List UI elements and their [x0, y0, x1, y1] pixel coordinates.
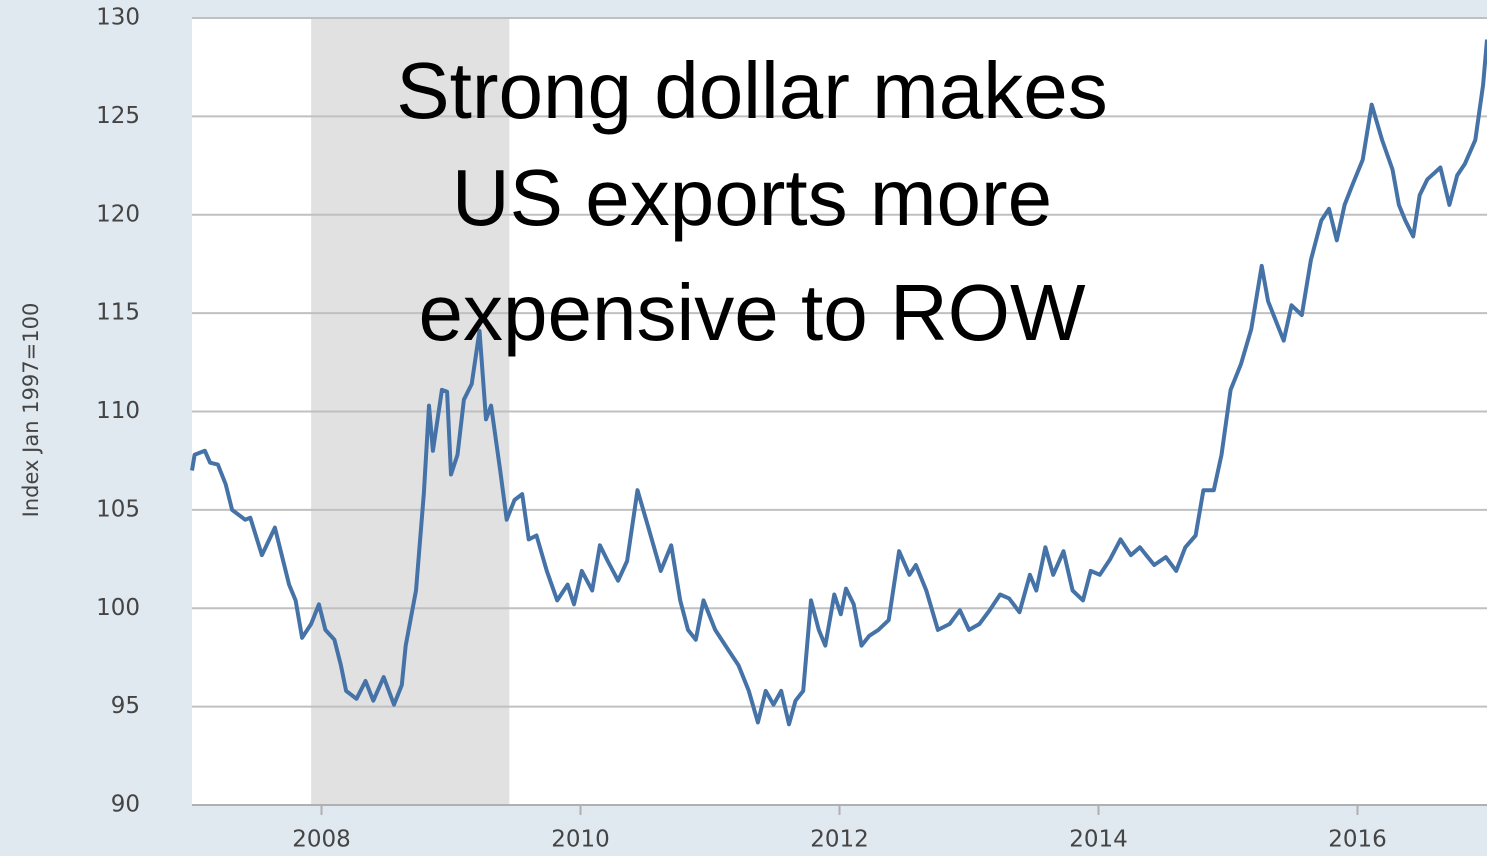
y-tick-label: 100 [96, 595, 140, 621]
y-tick-label: 120 [96, 201, 140, 227]
annotation: expensive to ROW [419, 268, 1086, 357]
x-tick-label: 2010 [551, 827, 610, 853]
y-tick-label: 110 [96, 398, 140, 424]
annotation: Strong dollar makes [396, 46, 1107, 135]
x-tick-label: 2012 [810, 827, 869, 853]
plot-layer [190, 17, 1487, 815]
y-tick-label: 130 [96, 5, 140, 31]
x-tick-label: 2008 [292, 827, 351, 853]
y-tick-label: 115 [96, 300, 140, 326]
y-tick-label: 95 [111, 693, 140, 719]
y-tick-label: 125 [96, 103, 140, 129]
x-tick-label: 2016 [1328, 827, 1387, 853]
y-tick-label: 90 [111, 792, 140, 818]
y-axis-title: Index Jan 1997=100 [19, 303, 43, 518]
annotation: US exports more [452, 153, 1052, 242]
y-tick-label: 105 [96, 496, 140, 522]
x-tick-label: 2014 [1069, 827, 1128, 853]
data-line [190, 39, 1487, 727]
